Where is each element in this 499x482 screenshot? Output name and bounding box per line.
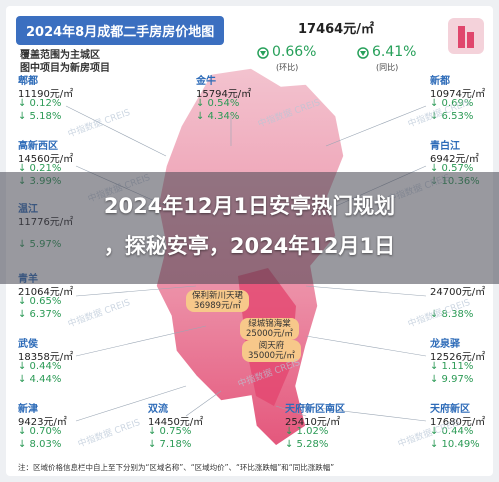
district-name: 双流 — [148, 404, 168, 415]
district-name: 武侯 — [18, 339, 38, 350]
district-mom: ↓ 0.75% — [148, 426, 192, 437]
district-name: 天府新区 — [430, 404, 470, 415]
district-name: 新都 — [430, 76, 450, 87]
district-name: 龙泉驿 — [430, 339, 460, 350]
district-mom: ↓ 0.69% — [430, 98, 474, 109]
district-price: 25410元/㎡ — [285, 417, 341, 428]
logo-bar — [458, 26, 465, 48]
overlay-band: 2024年12月1日安亭热门规划 ，探秘安亭，2024年12月1日 — [0, 172, 499, 284]
district-yoy: ↓ 6.37% — [18, 309, 62, 320]
district-price: 14450元/㎡ — [148, 417, 204, 428]
yoy: 6.41% — [372, 44, 417, 60]
district-mom: ↓ 0.44% — [430, 426, 474, 437]
yoy-label: (同比) — [376, 63, 399, 72]
district-yoy: ↓ 7.18% — [148, 439, 192, 450]
district-price: 12526元/㎡ — [430, 352, 486, 363]
mom-label: (环比) — [276, 63, 299, 72]
district-mom: ↓ 1.11% — [430, 361, 474, 372]
district-name: 高新西区 — [18, 141, 58, 152]
district-price: 6942元/㎡ — [430, 154, 479, 165]
district-yoy: ↓ 4.44% — [18, 374, 62, 385]
project: 保利新川天珺 36989元/㎡ — [186, 290, 250, 312]
district-mom: ↓ 0.12% — [18, 98, 62, 109]
district-mom: ↓ 1.02% — [285, 426, 329, 437]
district-name: 天府新区南区 — [285, 404, 345, 415]
project-name: 保利新川天珺 — [192, 291, 244, 301]
district-price: 17680元/㎡ — [430, 417, 486, 428]
district-price: 9423元/㎡ — [18, 417, 67, 428]
district-name: 金牛 — [196, 76, 216, 87]
title: 2024年8月成都二手房房价地图 — [16, 16, 225, 45]
district-mom: ↓ 0.54% — [196, 98, 240, 109]
overlay-text: 2024年12月1日安亭热门规划 — [103, 194, 396, 218]
avg-price: 17464元/㎡ — [298, 22, 374, 37]
note: 图中项目为新房项目 — [20, 63, 110, 74]
mom: 0.66% — [272, 44, 317, 60]
project-price: 25000元/㎡ — [246, 329, 293, 339]
project: 阅天府 35000元/㎡ — [242, 340, 301, 362]
project-price: 36989元/㎡ — [194, 301, 241, 311]
overlay-text: ，探秘安亭，2024年12月1日 — [103, 234, 396, 258]
header-icons — [257, 47, 369, 59]
district-yoy: ↓ 5.28% — [285, 439, 329, 450]
district-price: 24700元/㎡ — [430, 287, 486, 298]
district-yoy: ↓ 8.03% — [18, 439, 62, 450]
district-mom: ↓ 0.70% — [18, 426, 62, 437]
district-yoy: ↓ 8.38% — [430, 309, 474, 320]
district-price: 21064元/㎡ — [18, 287, 74, 298]
note: 覆盖范围为主城区 — [20, 50, 100, 61]
district-mom: ↓ 0.57% — [430, 163, 474, 174]
district-price: 10974元/㎡ — [430, 89, 486, 100]
district-yoy: ↓ 9.97% — [430, 374, 474, 385]
project-price: 35000元/㎡ — [248, 351, 295, 361]
district-name: 青白江 — [430, 141, 460, 152]
project-name: 绿城锦海棠 — [248, 319, 291, 329]
district-mom: ↓ 0.44% — [18, 361, 62, 372]
district-price: 18358元/㎡ — [18, 352, 74, 363]
footnote: 注：区域价格信息栏中自上至下分别为“区域名称”、“区域均价”、“环比涨跌幅”和“… — [18, 463, 335, 472]
district-yoy: ↓ 6.53% — [430, 111, 474, 122]
project: 绿城锦海棠 25000元/㎡ — [240, 318, 299, 340]
district-price: 15794元/㎡ — [196, 89, 252, 100]
logo — [448, 18, 484, 54]
district-yoy: ↓ 5.18% — [18, 111, 62, 122]
district-yoy: ↓ 10.49% — [430, 439, 480, 450]
district-name: 新津 — [18, 404, 38, 415]
project-name: 阅天府 — [258, 341, 285, 351]
district-price: 11190元/㎡ — [18, 89, 74, 100]
district-mom: ↓ 0.21% — [18, 163, 62, 174]
district-price: 14560元/㎡ — [18, 154, 74, 165]
logo-bar — [467, 32, 474, 48]
district-name: 郫都 — [18, 76, 38, 87]
district-mom: ↓ 0.65% — [18, 296, 62, 307]
district-yoy: ↓ 4.34% — [196, 111, 240, 122]
